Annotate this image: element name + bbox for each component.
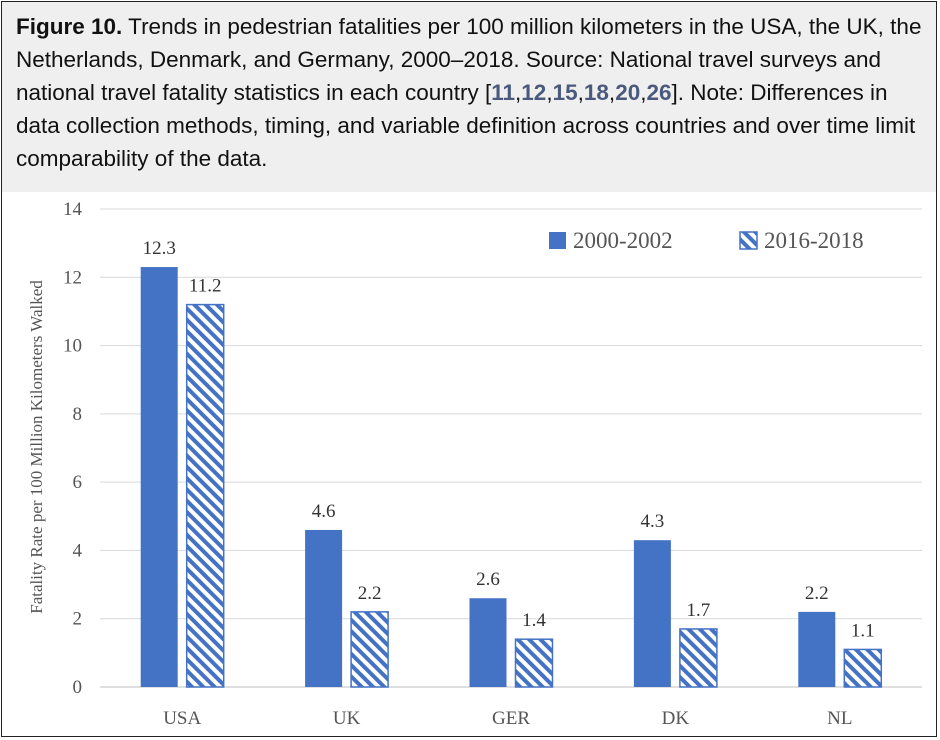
caption-label: Figure 10.: [16, 14, 123, 39]
x-axis-categories: USA UK GER DK NL: [163, 708, 852, 729]
legend-label-2016-2018: 2016-2018: [764, 228, 864, 253]
caption-text: Trends in pedestrian fatalities per 100 …: [16, 14, 922, 105]
y-tick-label: 6: [73, 472, 83, 493]
data-label: 1.7: [687, 600, 711, 621]
y-axis-title: Fatality Rate per 100 Million Kilometers…: [27, 280, 46, 614]
legend: 2000-2002 2016-2018: [549, 228, 864, 253]
legend-swatch-2016-2018: [739, 231, 758, 250]
data-label: 4.3: [641, 511, 665, 532]
category-label: UK: [333, 708, 361, 729]
ref-link[interactable]: 18: [583, 80, 609, 105]
data-label: 1.1: [851, 620, 875, 641]
legend-swatch-2000-2002: [549, 232, 566, 249]
data-label: 12.3: [143, 238, 176, 259]
y-tick-label: 0: [73, 677, 83, 698]
data-label: 2.6: [476, 569, 500, 590]
data-label: 2.2: [358, 583, 382, 604]
bar-nl-2016-2018: [843, 648, 883, 688]
caption-text-after: ]. Note: Differences in data collection …: [16, 80, 916, 171]
ref-link[interactable]: 26: [646, 80, 672, 105]
bar-dk-2000-2002: [633, 540, 671, 687]
gridlines: [100, 208, 922, 688]
data-label: 4.6: [312, 501, 336, 522]
bar-usa-2000-2002: [140, 267, 178, 687]
category-label: GER: [492, 708, 530, 729]
data-labels: 12.3 11.2 4.6 2.2 2.6 1.4 4.3 1.7 2.2 1.1: [143, 238, 875, 641]
y-tick-label: 14: [63, 199, 83, 220]
y-tick-label: 4: [73, 540, 83, 561]
ref-link[interactable]: 11: [491, 80, 516, 105]
y-axis-ticks: 0 2 4 6 8 10 12 14: [63, 199, 83, 698]
category-label: NL: [827, 708, 852, 729]
bar-usa-2016-2018: [185, 303, 225, 688]
bar-uk-2000-2002: [305, 529, 343, 687]
category-label: DK: [662, 708, 690, 729]
bar-uk-2016-2018: [350, 611, 389, 688]
bar-ger-2016-2018: [514, 638, 554, 688]
ref-link[interactable]: 15: [552, 80, 578, 105]
legend-label-2000-2002: 2000-2002: [573, 228, 673, 253]
y-tick-label: 12: [63, 267, 82, 288]
data-label: 11.2: [189, 276, 222, 297]
y-tick-label: 10: [63, 336, 82, 357]
category-label: USA: [163, 708, 201, 729]
data-label: 1.4: [522, 610, 546, 631]
ref-link[interactable]: 12: [521, 80, 547, 105]
bar-ger-2000-2002: [469, 598, 507, 687]
bar-nl-2000-2002: [798, 611, 836, 687]
data-label: 2.2: [805, 583, 829, 604]
y-tick-label: 2: [73, 609, 83, 630]
ref-link[interactable]: 20: [615, 80, 641, 105]
y-tick-label: 8: [73, 404, 83, 425]
bars: [140, 267, 883, 688]
figure-caption: Figure 10. Trends in pedestrian fataliti…: [2, 2, 936, 192]
bar-dk-2016-2018: [679, 628, 718, 688]
